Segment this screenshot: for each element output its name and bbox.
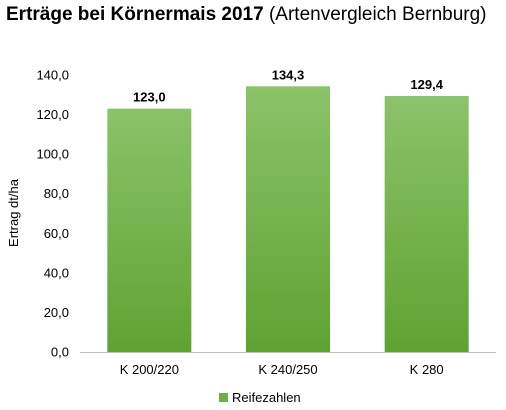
y-tick-label: 20,0 <box>44 305 69 320</box>
legend-swatch <box>219 393 228 402</box>
y-tick-label: 140,0 <box>36 68 69 83</box>
x-tick-label: K 200/220 <box>120 362 179 377</box>
y-tick-label: 40,0 <box>44 265 69 280</box>
x-tick-label: K 240/250 <box>258 362 317 377</box>
data-label: 123,0 <box>133 90 166 105</box>
bars <box>107 86 469 353</box>
chart-title-block: Erträge bei Körnermais 2017 (Artenvergle… <box>6 4 487 26</box>
data-label: 129,4 <box>410 77 443 92</box>
bar <box>384 95 469 353</box>
y-tick-label: 0,0 <box>51 345 69 360</box>
y-tick-label: 120,0 <box>36 107 69 122</box>
y-tick-label: 100,0 <box>36 147 69 162</box>
data-labels: 123,0 134,3 129,4 <box>133 67 444 104</box>
bar <box>107 108 192 352</box>
bar <box>246 86 330 352</box>
y-axis-label: Ertrag dt/ha <box>6 178 21 247</box>
y-axis-ticks: 0,0 20,0 40,0 60,0 80,0 100,0 120,0 140,0 <box>36 68 69 360</box>
y-tick-label: 80,0 <box>44 186 69 201</box>
chart-title: Erträge bei Körnermais 2017 <box>6 4 264 25</box>
legend: Reifezahlen <box>219 390 301 405</box>
legend-label: Reifezahlen <box>232 390 301 405</box>
x-axis-ticks: K 200/220 K 240/250 K 280 <box>120 362 444 377</box>
x-tick-label: K 280 <box>410 362 444 377</box>
y-tick-label: 60,0 <box>44 226 69 241</box>
data-label: 134,3 <box>272 67 305 82</box>
chart-subtitle: (Artenvergleich Bernburg) <box>268 4 487 25</box>
